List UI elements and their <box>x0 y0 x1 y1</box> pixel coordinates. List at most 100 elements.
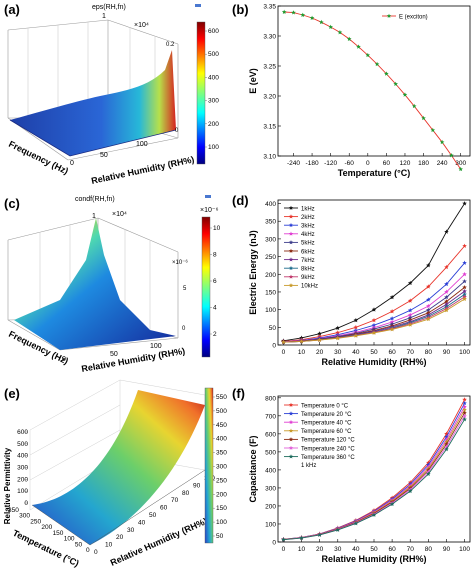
data-point <box>281 537 286 542</box>
y-axis-label: Capacitance (F) <box>248 435 258 502</box>
panel-e-rh-tick: 70 <box>171 497 179 504</box>
x-tick-label: -120 <box>324 160 337 167</box>
data-point <box>426 303 431 309</box>
y-tick-label: 3.10 <box>263 154 276 161</box>
legend-entry: Temperature 60 °C <box>301 429 352 435</box>
x-tick-label: 60 <box>388 349 396 356</box>
x-tick-label: 90 <box>443 546 451 553</box>
legend-marker <box>288 265 294 271</box>
y-tick-label: 350 <box>265 219 276 226</box>
legend-marker <box>288 205 294 210</box>
data-point <box>462 288 467 294</box>
panel-e-colorbar-tick: 350 <box>216 450 227 457</box>
y-tick-label: 300 <box>265 485 276 492</box>
y-tick-label: 3.35 <box>263 4 276 11</box>
data-point <box>444 301 449 307</box>
data-point <box>371 322 377 328</box>
panel-a-ylabel: Relative Humidity (RH%) <box>90 154 195 186</box>
panel-f-frequency-note: 1 kHz <box>301 463 316 469</box>
data-point <box>335 527 341 532</box>
data-point <box>317 331 322 336</box>
panel-d-label: (d) <box>232 193 249 208</box>
data-point <box>353 324 359 330</box>
data-point <box>462 417 467 422</box>
panel-a-rh-tick: 100 <box>136 141 148 148</box>
legend-entry: Temperature 360 °C <box>301 455 355 461</box>
x-axis-label: Relative Humidity (RH%) <box>321 357 426 367</box>
panel-e-temperature-tick: 250 <box>30 518 41 525</box>
data-point <box>299 535 304 540</box>
panel-c-surface <box>14 218 176 350</box>
data-point <box>317 532 322 537</box>
legend-marker <box>288 402 294 407</box>
data-point <box>371 307 377 312</box>
y-tick-label: 3.25 <box>263 64 276 71</box>
panel-a-ztick: 0 <box>175 128 179 134</box>
y-tick-label: 600 <box>265 431 276 438</box>
data-point <box>444 299 449 304</box>
y-axis-label: Electric Energy (nJ) <box>248 230 258 315</box>
data-point <box>407 280 413 286</box>
legend-marker <box>288 248 294 253</box>
panel-e-rh-tick: 0 <box>94 549 98 556</box>
panel-e-temperature-tick: 0 <box>86 547 90 554</box>
legend-entry: 6kHz <box>301 249 315 255</box>
panel-e-colorbar <box>204 387 214 544</box>
data-point <box>407 312 413 317</box>
panel-c-colorbar-tick: 10 <box>213 225 221 232</box>
legend-marker <box>288 214 294 219</box>
panel-c-colorbar-tick: 8 <box>213 252 217 259</box>
panel-e-colorbar-tick: 500 <box>216 408 227 415</box>
data-point <box>462 271 467 277</box>
y-tick-label: 0 <box>272 343 276 350</box>
panel-a-colorbar-tick: 600 <box>208 28 219 35</box>
data-point <box>281 9 287 14</box>
data-point <box>444 294 449 300</box>
x-tick-label: -240 <box>287 160 300 167</box>
x-tick-label: 40 <box>352 349 360 356</box>
data-point <box>426 263 431 268</box>
legend-entry: 7kHz <box>301 258 315 264</box>
legend-marker <box>288 283 294 288</box>
data-point <box>371 317 377 323</box>
x-tick-label: 0 <box>282 349 286 356</box>
data-point <box>337 30 343 35</box>
series-line <box>283 406 465 540</box>
data-point <box>389 327 395 332</box>
data-point <box>353 317 359 323</box>
data-point <box>384 71 389 76</box>
panel-b-line-chart: (b) -240 -180 -120 -60 0 60 120 180 240 300 3.10 3.… <box>232 2 471 178</box>
panel-a-colorbar-tick: 300 <box>208 98 219 105</box>
panel-e-rh-tick: 40 <box>138 519 146 526</box>
legend-entry: 2kHz <box>301 215 315 221</box>
data-point <box>407 307 413 313</box>
panel-e-colorbar-tick: 50 <box>216 533 224 540</box>
panel-e-label: (e) <box>4 386 20 401</box>
legend-entry: Temperature 240 °C <box>301 446 355 452</box>
legend-marker <box>288 274 294 279</box>
data-point <box>389 294 395 300</box>
panel-e-rh-tick: 90 <box>193 482 201 489</box>
data-point <box>462 284 467 290</box>
panel-c-toolbar-icon <box>205 195 211 198</box>
panel-a-rh-tick: 0 <box>70 160 74 167</box>
x-tick-label: 20 <box>316 546 324 553</box>
series-line <box>284 11 462 170</box>
legend-marker <box>288 231 294 236</box>
data-point <box>335 325 341 330</box>
data-point <box>389 501 395 507</box>
y-tick-label: 100 <box>265 521 276 528</box>
data-point <box>462 404 467 409</box>
legend-entry: 1kHz <box>301 206 315 212</box>
data-point <box>335 335 341 341</box>
data-point <box>444 289 449 294</box>
data-point <box>426 316 431 322</box>
legend-entry: Temperature 20 °C <box>301 412 352 418</box>
data-point <box>462 260 467 265</box>
panel-e-surface <box>32 390 205 545</box>
data-point <box>458 166 463 172</box>
x-tick-label: 80 <box>425 349 433 356</box>
panel-e-rh-tick: 60 <box>160 505 168 512</box>
data-point <box>462 278 467 284</box>
panel-c-side-tick: 0 <box>182 326 186 332</box>
